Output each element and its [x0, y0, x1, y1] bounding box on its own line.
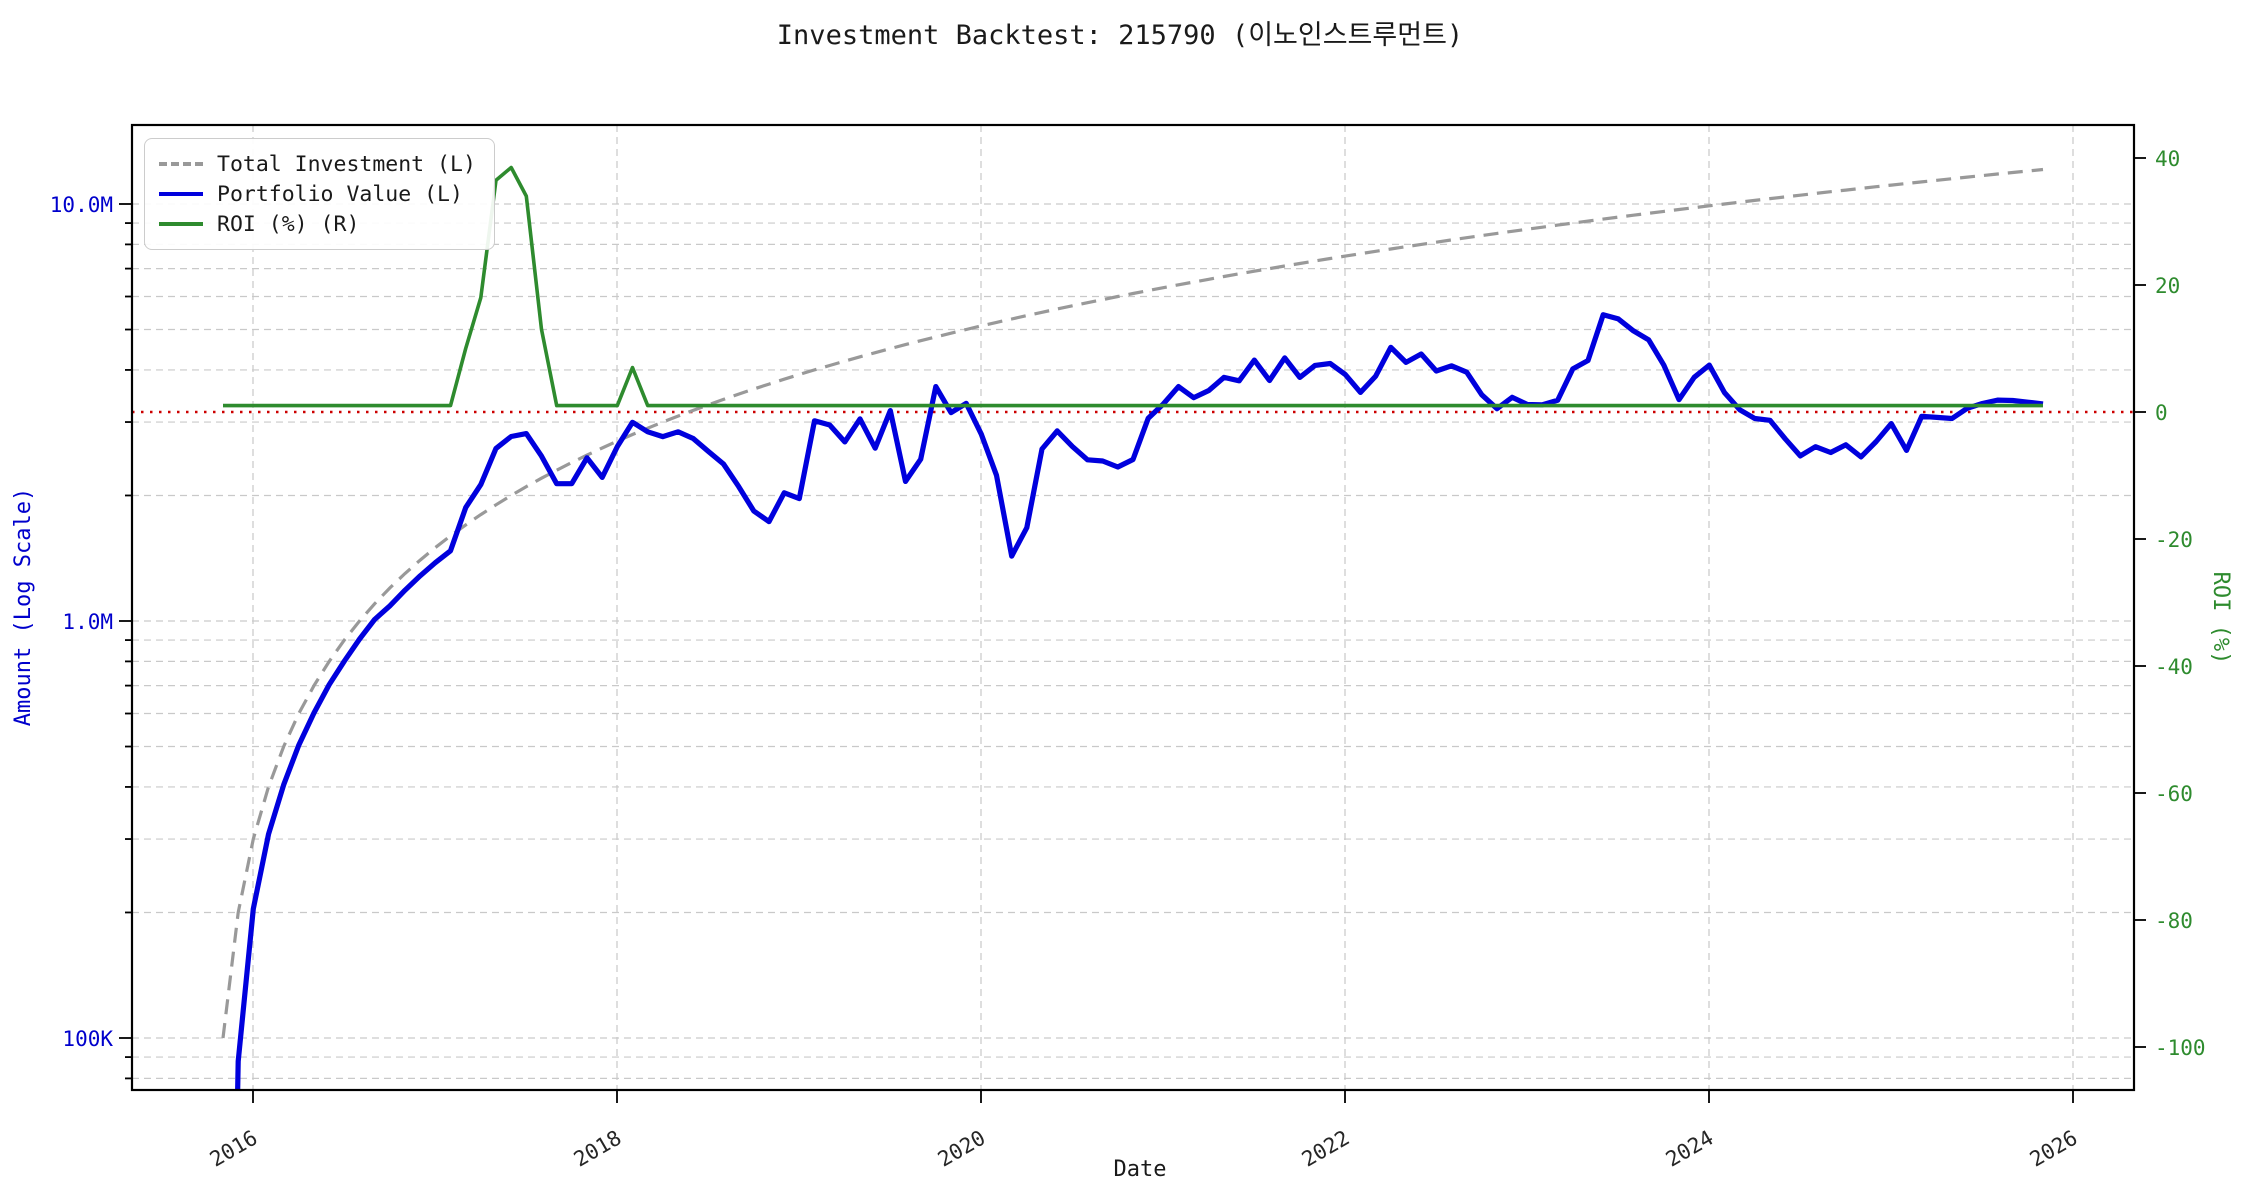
- chart-title: Investment Backtest: 215790 (이노인스트루먼트): [777, 20, 1463, 51]
- portfolio-value-line-swatch: [159, 192, 203, 196]
- portfolio-value-line: [235, 312, 2044, 1090]
- legend-label-roi: ROI (%) (R): [217, 211, 360, 237]
- svg-text:2020: 2020: [934, 1126, 990, 1172]
- roi-line: [223, 165, 2043, 408]
- svg-text:-100: -100: [2155, 1036, 2206, 1060]
- legend-label-portfolio-value: Portfolio Value (L): [217, 181, 463, 207]
- axis-ticks: [119, 157, 2146, 1103]
- svg-text:20: 20: [2155, 274, 2180, 298]
- roi-line-swatch: [159, 222, 203, 226]
- svg-text:2026: 2026: [2026, 1126, 2082, 1172]
- svg-text:40: 40: [2155, 147, 2180, 171]
- legend-label-total-investment: Total Investment (L): [217, 151, 476, 177]
- svg-text:2018: 2018: [570, 1126, 626, 1172]
- svg-text:-80: -80: [2155, 909, 2193, 933]
- svg-text:10.0M: 10.0M: [50, 193, 113, 217]
- gridlines: [132, 125, 2134, 1090]
- legend-item-roi: ROI (%) (R): [159, 209, 476, 239]
- svg-text:2016: 2016: [206, 1126, 262, 1172]
- y-left-axis-label: Amount (Log Scale): [11, 488, 36, 726]
- y-right-axis-label: ROI (%): [2208, 572, 2233, 665]
- plot-border: [130, 123, 2136, 1092]
- svg-text:-40: -40: [2155, 655, 2193, 679]
- svg-text:1.0M: 1.0M: [62, 610, 113, 634]
- svg-text:-60: -60: [2155, 782, 2193, 806]
- svg-text:100K: 100K: [62, 1027, 113, 1051]
- x-axis-label: Date: [1114, 1157, 1167, 1182]
- svg-text:2024: 2024: [1662, 1126, 1718, 1172]
- total-investment-line: [221, 167, 2044, 1039]
- svg-text:2022: 2022: [1298, 1126, 1354, 1172]
- svg-text:0: 0: [2155, 401, 2168, 425]
- axis-tick-labels: 100K 1.0M 10.0M 40 20 0 -20 -40 -60 -80 -100 2016 20…: [50, 147, 2206, 1172]
- legend-item-total-investment: Total Investment (L): [159, 149, 476, 179]
- svg-text:-20: -20: [2155, 528, 2193, 552]
- legend-item-portfolio-value: Portfolio Value (L): [159, 179, 476, 209]
- data-series: [221, 165, 2044, 1090]
- legend: Total Investment (L) Portfolio Value (L)…: [144, 138, 495, 250]
- total-investment-line-swatch: [159, 162, 203, 166]
